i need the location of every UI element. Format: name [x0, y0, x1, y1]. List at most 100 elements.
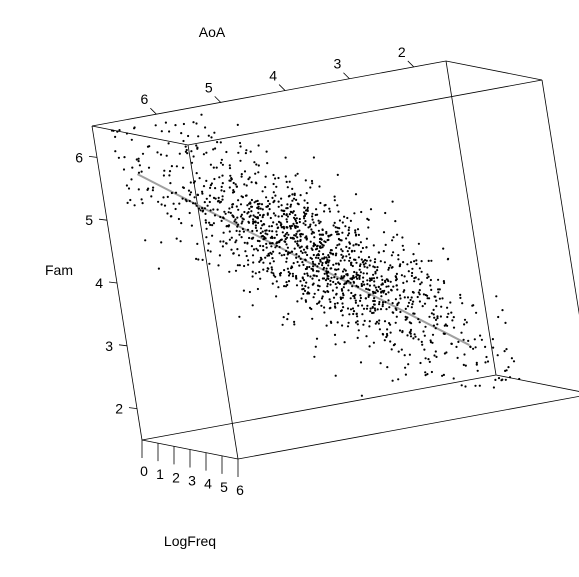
data-point	[236, 216, 239, 219]
data-point	[317, 270, 320, 273]
data-point	[398, 294, 402, 297]
data-point	[247, 263, 250, 266]
data-point	[314, 248, 318, 251]
data-point	[427, 259, 430, 262]
data-point	[282, 209, 285, 212]
data-point	[346, 325, 350, 328]
data-point	[335, 292, 338, 295]
data-point	[280, 226, 283, 229]
data-point	[396, 288, 399, 291]
data-point	[294, 234, 297, 237]
data-point	[147, 187, 150, 190]
data-point	[251, 254, 255, 257]
data-point	[436, 323, 439, 326]
data-point	[325, 272, 328, 275]
data-point	[379, 308, 383, 311]
data-point	[248, 236, 251, 240]
data-point	[386, 366, 389, 369]
data-point	[432, 313, 435, 316]
data-point	[227, 211, 230, 214]
data-point	[358, 274, 361, 277]
data-point	[352, 280, 355, 283]
data-point	[352, 244, 355, 247]
data-point	[378, 328, 381, 331]
data-point	[252, 248, 256, 251]
data-point	[440, 305, 443, 308]
data-point	[366, 283, 369, 286]
data-point	[299, 280, 302, 283]
data-point	[418, 289, 421, 292]
data-point	[379, 287, 382, 291]
data-point	[262, 245, 265, 248]
data-point	[356, 228, 360, 231]
data-point	[354, 193, 358, 196]
data-point	[317, 262, 321, 265]
data-point	[328, 207, 331, 210]
data-point	[349, 256, 352, 259]
data-point	[355, 284, 358, 287]
data-point	[264, 186, 267, 189]
data-point	[291, 266, 294, 269]
data-point	[259, 277, 262, 280]
data-point	[234, 269, 238, 272]
data-point	[235, 221, 238, 224]
data-point	[295, 217, 298, 220]
data-point	[388, 322, 391, 325]
data-point	[310, 232, 313, 235]
data-point	[409, 332, 412, 335]
data-point	[268, 208, 271, 211]
data-point	[456, 356, 459, 359]
data-point	[329, 283, 332, 286]
data-point	[341, 296, 344, 299]
data-point	[330, 233, 333, 236]
data-point	[420, 270, 423, 273]
y-axis-label: AoA	[199, 24, 226, 40]
data-point	[125, 132, 128, 135]
x-tick-label: 2	[172, 469, 180, 485]
data-point	[251, 275, 254, 278]
data-point	[464, 364, 467, 367]
data-point	[247, 220, 250, 223]
data-point	[223, 210, 226, 213]
data-point	[260, 203, 264, 206]
data-point	[235, 185, 238, 188]
data-point	[247, 178, 250, 181]
data-point	[294, 214, 297, 217]
data-point	[409, 298, 412, 302]
data-point	[245, 184, 248, 187]
data-point	[504, 369, 507, 372]
data-point	[398, 265, 401, 268]
data-point	[278, 245, 281, 249]
data-point	[309, 186, 312, 189]
data-point	[434, 327, 437, 330]
data-point	[254, 272, 257, 275]
data-point	[197, 135, 200, 138]
data-point	[266, 270, 269, 273]
data-point	[374, 270, 377, 273]
data-point	[380, 275, 383, 278]
data-point	[408, 353, 411, 356]
data-point	[348, 313, 351, 316]
data-point	[255, 163, 258, 166]
box-edge	[541, 79, 579, 315]
data-point	[394, 279, 398, 282]
data-point	[261, 216, 264, 219]
data-point	[232, 189, 235, 192]
data-point	[353, 297, 356, 300]
data-point	[368, 293, 371, 297]
data-point	[291, 272, 294, 275]
data-point	[418, 293, 421, 296]
data-point	[492, 346, 495, 349]
y-tick-label: 6	[140, 91, 148, 107]
data-point	[421, 305, 424, 308]
data-point	[287, 312, 290, 315]
data-point	[272, 182, 275, 186]
data-point	[508, 376, 512, 379]
data-point	[318, 185, 321, 188]
data-point	[381, 301, 385, 304]
data-point	[424, 357, 427, 360]
data-point	[287, 280, 291, 283]
data-point	[304, 251, 307, 254]
data-point	[130, 178, 133, 181]
data-point	[350, 249, 354, 252]
